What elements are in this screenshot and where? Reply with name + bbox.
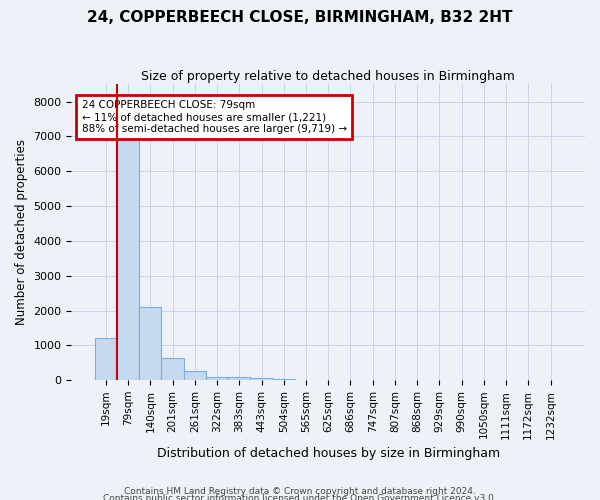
- Title: Size of property relative to detached houses in Birmingham: Size of property relative to detached ho…: [141, 70, 515, 83]
- Bar: [161, 358, 184, 380]
- Bar: [139, 307, 161, 380]
- Bar: [228, 376, 250, 380]
- Bar: [206, 376, 228, 380]
- Text: Contains HM Land Registry data © Crown copyright and database right 2024.: Contains HM Land Registry data © Crown c…: [124, 487, 476, 496]
- X-axis label: Distribution of detached houses by size in Birmingham: Distribution of detached houses by size …: [157, 447, 500, 460]
- Text: 24 COPPERBEECH CLOSE: 79sqm
← 11% of detached houses are smaller (1,221)
88% of : 24 COPPERBEECH CLOSE: 79sqm ← 11% of det…: [82, 100, 347, 134]
- Y-axis label: Number of detached properties: Number of detached properties: [15, 139, 28, 325]
- Bar: [117, 119, 139, 380]
- Bar: [250, 378, 272, 380]
- Bar: [95, 338, 117, 380]
- Text: Contains public sector information licensed under the Open Government Licence v3: Contains public sector information licen…: [103, 494, 497, 500]
- Bar: [184, 372, 206, 380]
- Text: 24, COPPERBEECH CLOSE, BIRMINGHAM, B32 2HT: 24, COPPERBEECH CLOSE, BIRMINGHAM, B32 2…: [87, 10, 513, 25]
